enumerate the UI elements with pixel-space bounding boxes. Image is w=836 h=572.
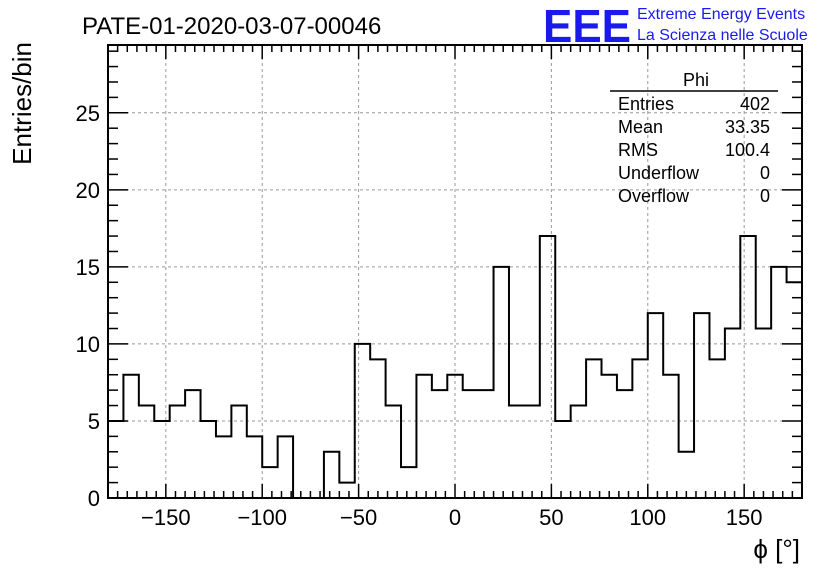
stats-box: Phi Entries 402 Mean 33.35 RMS 100.4 Underflow… bbox=[610, 70, 778, 206]
y-tick-label: 15 bbox=[76, 255, 100, 280]
stats-rows: Entries 402 Mean 33.35 RMS 100.4 Underflow 0 Ove… bbox=[618, 94, 770, 206]
x-tick-label: −150 bbox=[141, 505, 191, 530]
x-axis-title: ϕ [°] bbox=[753, 534, 800, 564]
y-tick-label: 10 bbox=[76, 332, 100, 357]
stats-label: Underflow bbox=[618, 163, 700, 183]
x-tick-label: 50 bbox=[539, 505, 563, 530]
grid-lines bbox=[108, 45, 802, 498]
stats-value: 33.35 bbox=[725, 117, 770, 137]
x-tick-label: 0 bbox=[449, 505, 461, 530]
logo-line-1: Extreme Energy Events bbox=[637, 6, 805, 23]
stats-value: 402 bbox=[740, 94, 770, 114]
stats-value: 100.4 bbox=[725, 140, 770, 160]
stats-title: Phi bbox=[683, 70, 709, 90]
y-tick-label: 20 bbox=[76, 178, 100, 203]
y-tick-labels: 0 5 10 15 20 25 bbox=[76, 101, 100, 511]
x-tick-labels: −150 −100 −50 0 50 100 150 bbox=[141, 505, 762, 530]
x-tick-label: 150 bbox=[726, 505, 763, 530]
stats-label: Mean bbox=[618, 117, 663, 137]
stats-value: 0 bbox=[760, 163, 770, 183]
x-tick-label: −50 bbox=[340, 505, 377, 530]
logo-mark: EEE bbox=[543, 0, 631, 52]
x-tick-label: 100 bbox=[629, 505, 666, 530]
y-tick-label: 5 bbox=[88, 409, 100, 434]
stats-value: 0 bbox=[760, 186, 770, 206]
y-axis-title: Entries/bin bbox=[7, 42, 37, 165]
y-tick-label: 0 bbox=[88, 486, 100, 511]
stats-label: RMS bbox=[618, 140, 658, 160]
logo-line-2: La Scienza nelle Scuole bbox=[637, 27, 808, 44]
chart-title: PATE-01-2020-03-07-00046 bbox=[82, 13, 381, 40]
axis-ticks bbox=[108, 45, 802, 498]
histogram-line bbox=[108, 235, 802, 499]
x-tick-label: −100 bbox=[237, 505, 287, 530]
stats-label: Overflow bbox=[618, 186, 690, 206]
y-tick-label: 25 bbox=[76, 101, 100, 126]
eee-logo: EEE Extreme Energy Events La Scienza nel… bbox=[543, 0, 808, 52]
stats-label: Entries bbox=[618, 94, 674, 114]
